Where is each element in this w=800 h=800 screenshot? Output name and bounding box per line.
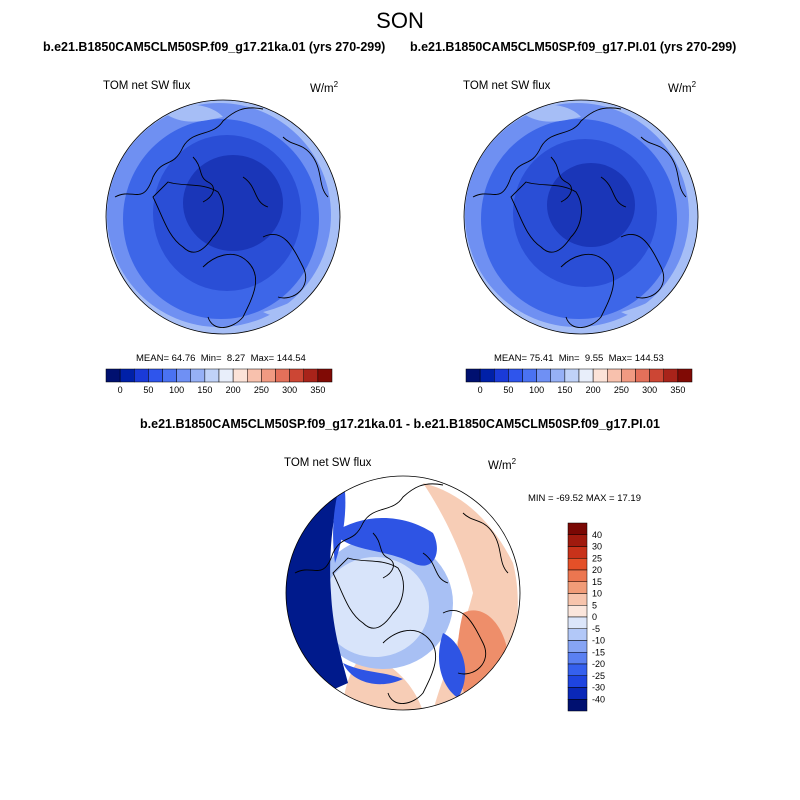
left-colorbar-swatch bbox=[190, 368, 206, 383]
left-colorbar-tick-label: 0 bbox=[118, 385, 123, 395]
diff-colorbar-tick-label: -30 bbox=[592, 683, 605, 693]
diff-colorbar-swatch bbox=[567, 593, 588, 606]
left-colorbar-tick-label: 350 bbox=[310, 385, 325, 395]
right-colorbar: 0 50 100 150 200 250 300 350 bbox=[465, 368, 693, 395]
diff-polar-map bbox=[285, 475, 521, 711]
diff-colorbar-swatch bbox=[567, 652, 588, 665]
diff-units-label: W/m2 bbox=[488, 457, 517, 472]
right-colorbar-swatch bbox=[508, 368, 523, 383]
diff-colorbar-swatch bbox=[567, 558, 588, 571]
right-variable-label: TOM net SW flux bbox=[463, 80, 551, 92]
left-variable-label: TOM net SW flux bbox=[103, 80, 191, 92]
diff-colorbar-tick-label: -25 bbox=[592, 671, 605, 681]
left-colorbar-swatch bbox=[232, 368, 248, 383]
right-colorbar-swatch bbox=[550, 368, 566, 383]
left-colorbar-swatch bbox=[218, 368, 234, 383]
left-colorbar-swatch bbox=[176, 368, 191, 383]
right-stats: MEAN= 75.41 Min= 9.55 Max= 144.53 bbox=[494, 353, 664, 364]
diff-colorbar-swatch bbox=[567, 569, 588, 582]
right-colorbar-swatch bbox=[578, 368, 594, 383]
diff-colorbar-tick-label: 20 bbox=[592, 565, 602, 575]
diff-colorbar-tick-label: 15 bbox=[592, 577, 602, 587]
right-colorbar-swatch bbox=[592, 368, 608, 383]
left-colorbar-swatch bbox=[247, 368, 262, 383]
left-colorbar-swatch bbox=[317, 368, 333, 383]
right-colorbar-tick-label: 200 bbox=[586, 385, 601, 395]
left-colorbar-swatch bbox=[289, 368, 304, 383]
diff-colorbar-tick-label: -40 bbox=[592, 694, 605, 704]
right-colorbar-tick-label: 350 bbox=[670, 385, 685, 395]
left-colorbar-swatch bbox=[105, 368, 121, 383]
diff-colorbar-swatch bbox=[567, 675, 588, 688]
right-colorbar-tick-label: 0 bbox=[478, 385, 483, 395]
left-colorbar-tick-label: 250 bbox=[254, 385, 269, 395]
left-colorbar-swatch bbox=[148, 368, 163, 383]
diff-colorbar-swatch bbox=[567, 640, 588, 653]
diff-colorbar-swatch bbox=[567, 534, 588, 547]
left-colorbar-tick-label: 200 bbox=[226, 385, 241, 395]
left-colorbar-tick-label: 300 bbox=[282, 385, 297, 395]
right-colorbar-swatch bbox=[564, 368, 580, 383]
diff-colorbar-tick-label: 30 bbox=[592, 542, 602, 552]
left-colorbar-swatch bbox=[261, 368, 276, 383]
left-colorbar-swatch bbox=[134, 368, 149, 383]
right-colorbar-swatch bbox=[635, 368, 650, 383]
right-colorbar-swatch bbox=[522, 368, 537, 383]
left-colorbar-swatch bbox=[119, 368, 135, 383]
left-colorbar-tick-label: 100 bbox=[169, 385, 184, 395]
right-colorbar-swatch bbox=[677, 368, 693, 383]
left-units-label: W/m2 bbox=[310, 80, 339, 95]
right-colorbar-tick-label: 100 bbox=[529, 385, 544, 395]
right-case-title: b.e21.B1850CAM5CLM50SP.f09_g17.PI.01 (yr… bbox=[410, 40, 737, 54]
right-colorbar-swatch bbox=[607, 368, 622, 383]
right-units-label: W/m2 bbox=[668, 80, 697, 95]
diff-minmax: MIN = -69.52 MAX = 17.19 bbox=[528, 493, 642, 504]
diff-colorbar-swatch bbox=[567, 628, 588, 641]
diff-colorbar-swatch bbox=[567, 699, 588, 712]
right-colorbar-tick-label: 300 bbox=[642, 385, 657, 395]
left-colorbar-swatch bbox=[204, 368, 220, 383]
diff-colorbar-tick-label: 40 bbox=[592, 530, 602, 540]
diff-case-title: b.e21.B1850CAM5CLM50SP.f09_g17.21ka.01 -… bbox=[140, 417, 660, 431]
diff-colorbar-swatch bbox=[567, 522, 588, 535]
diff-colorbar-tick-label: 10 bbox=[592, 589, 602, 599]
right-colorbar-swatch bbox=[479, 368, 495, 383]
right-colorbar-tick-label: 250 bbox=[614, 385, 629, 395]
left-colorbar-swatch bbox=[275, 368, 290, 383]
diff-colorbar-tick-label: -5 bbox=[592, 624, 600, 634]
season-title: SON bbox=[376, 8, 424, 33]
left-case-title: b.e21.B1850CAM5CLM50SP.f09_g17.21ka.01 (… bbox=[43, 40, 386, 54]
left-colorbar-tick-label: 50 bbox=[143, 385, 153, 395]
diff-colorbar-tick-label: -10 bbox=[592, 636, 605, 646]
diff-variable-label: TOM net SW flux bbox=[284, 457, 372, 469]
left-colorbar-swatch bbox=[162, 368, 177, 383]
diff-colorbar-tick-label: 5 bbox=[592, 600, 597, 610]
right-colorbar-swatch bbox=[536, 368, 551, 383]
right-colorbar-tick-label: 150 bbox=[557, 385, 572, 395]
diff-colorbar-tick-label: 25 bbox=[592, 553, 602, 563]
left-stats: MEAN= 64.76 Min= 8.27 Max= 144.54 bbox=[136, 353, 306, 364]
diff-colorbar-swatch bbox=[567, 687, 588, 700]
diff-colorbar-swatch bbox=[567, 663, 588, 676]
right-colorbar-swatch bbox=[649, 368, 664, 383]
left-polar-map bbox=[105, 99, 341, 335]
diff-colorbar-tick-label: -20 bbox=[592, 659, 605, 669]
right-colorbar-swatch bbox=[465, 368, 481, 383]
right-colorbar-swatch bbox=[621, 368, 636, 383]
diff-colorbar-tick-label: 0 bbox=[592, 612, 597, 622]
right-polar-map bbox=[463, 99, 699, 335]
diff-colorbar-swatch bbox=[567, 546, 588, 559]
left-colorbar-swatch bbox=[303, 368, 319, 383]
right-colorbar-tick-label: 50 bbox=[503, 385, 513, 395]
right-colorbar-swatch bbox=[663, 368, 679, 383]
left-colorbar-tick-label: 150 bbox=[197, 385, 212, 395]
diff-colorbar-swatch bbox=[567, 581, 588, 594]
diff-colorbar-swatch bbox=[567, 616, 588, 629]
diff-colorbar-tick-label: -15 bbox=[592, 647, 605, 657]
right-colorbar-swatch bbox=[494, 368, 509, 383]
diff-colorbar-swatch bbox=[567, 605, 588, 618]
left-colorbar: 0 50 100 150 200 250 300 350 bbox=[105, 368, 333, 395]
